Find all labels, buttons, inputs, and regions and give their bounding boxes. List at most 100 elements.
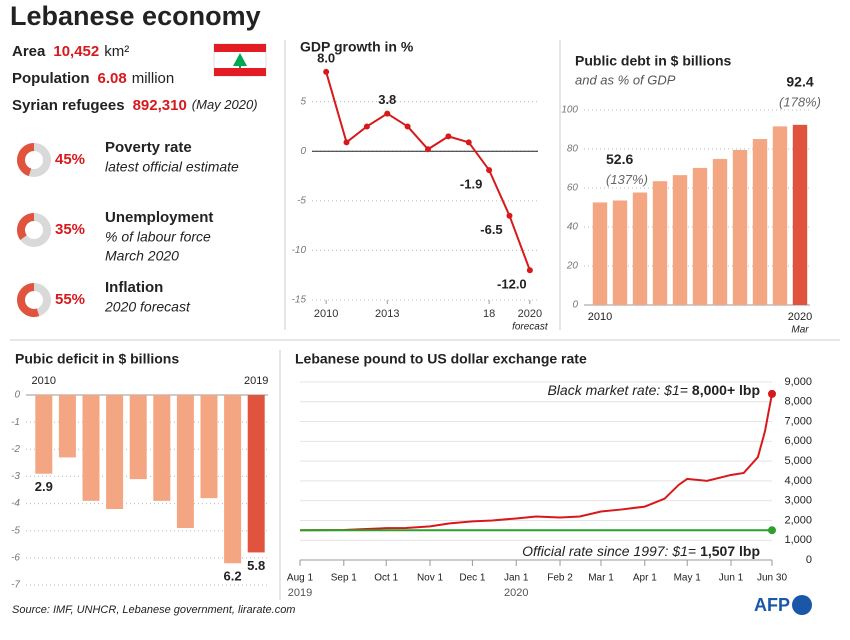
bar <box>632 192 648 305</box>
y-tick-label: 9,000 <box>784 376 812 388</box>
indicator-value: 35% <box>55 221 85 238</box>
fact-label: Area <box>12 43 46 60</box>
annotation-text: Black market rate: $1= <box>547 382 687 398</box>
fact-value: 6.08 <box>98 70 127 87</box>
donut-arc <box>17 283 40 317</box>
y-tick-label: -15 <box>292 295 307 306</box>
value-label: 3.8 <box>378 92 396 107</box>
indicator-value: 55% <box>55 291 85 308</box>
annotation-emphasis: 1,507 lbp <box>700 543 760 559</box>
chart-subtitle: and as % of GDP <box>575 72 676 87</box>
value-label: 6.2 <box>224 569 242 584</box>
point <box>465 139 472 146</box>
y-tick-label: 6,000 <box>784 435 812 447</box>
y-tick-label: 0 <box>300 146 306 157</box>
fact-unit: million <box>132 70 175 87</box>
point <box>363 123 370 130</box>
x-tick-label: Jan 1 <box>504 573 529 584</box>
x-tick-label: 2010 <box>32 375 56 387</box>
bar <box>106 395 124 509</box>
point <box>384 110 391 117</box>
fact-value: 10,452 <box>53 43 99 60</box>
fact-unit: km² <box>104 43 129 60</box>
x-tick-label: Aug 1 <box>287 573 314 584</box>
y-tick-label: -1 <box>11 417 20 428</box>
fact: Syrian refugees 892,310 (May 2020) <box>12 97 258 114</box>
x-tick-label: Oct 1 <box>374 573 398 584</box>
y-tick-label: -5 <box>11 525 20 536</box>
fact-note: (May 2020) <box>192 97 258 112</box>
y-tick-label: 20 <box>566 261 579 272</box>
x-tick-label: Mar 1 <box>588 573 614 584</box>
bar <box>772 126 788 305</box>
y-tick-label: 40 <box>567 222 579 233</box>
chart-title: GDP growth in % <box>300 39 414 55</box>
indicator-note: 2020 forecast <box>104 299 191 315</box>
chart-title: Pubic deficit in $ billions <box>15 351 179 367</box>
y-tick-label: -10 <box>292 245 307 256</box>
category-note: Mar <box>791 325 809 336</box>
indicator-name: Poverty rate <box>105 139 192 156</box>
bar <box>58 395 76 458</box>
x-tick-label: 2013 <box>375 308 399 320</box>
point <box>323 68 330 75</box>
fact: Area 10,452 km² <box>12 43 129 60</box>
flag <box>213 43 267 77</box>
x-tick-label: Nov 1 <box>417 573 444 584</box>
y-tick-label: -4 <box>11 498 20 509</box>
y-tick-label: 5 <box>300 96 306 107</box>
point <box>404 123 411 130</box>
point <box>768 389 776 398</box>
year-label: 2019 <box>288 587 312 599</box>
bar <box>176 395 194 528</box>
indicator-note: % of labour force <box>105 229 211 245</box>
y-tick-label: -6 <box>11 552 20 563</box>
bar <box>612 200 628 305</box>
y-tick-label: 1,000 <box>784 534 812 546</box>
x-tick-label: 18 <box>483 308 495 320</box>
indicator-name: Inflation <box>105 279 163 296</box>
indicator-name: Unemployment <box>105 209 213 226</box>
logo-text: AFP <box>754 595 790 615</box>
y-tick-label: 4,000 <box>784 475 812 487</box>
value-label: 8.0 <box>317 50 335 65</box>
year-label: 2020 <box>504 587 528 599</box>
x-tick-label: 2019 <box>244 375 268 387</box>
point <box>486 167 493 174</box>
y-tick-label: 80 <box>567 144 579 155</box>
annotation-text: Official rate since 1997: $1= <box>522 543 696 559</box>
bar <box>82 395 100 501</box>
annotation: forecast <box>512 322 549 333</box>
fact-value: 892,310 <box>133 97 187 114</box>
bar <box>732 149 748 305</box>
point <box>768 526 776 535</box>
bar <box>652 181 668 305</box>
y-tick-label: 0 <box>806 554 812 566</box>
value-label: 5.8 <box>247 558 265 573</box>
y-tick-label: 100 <box>561 105 578 116</box>
x-tick-label: Feb 2 <box>547 573 573 584</box>
y-tick-label: 2,000 <box>784 514 812 526</box>
bar <box>200 395 218 499</box>
y-tick-label: -3 <box>11 471 20 482</box>
y-tick-label: -7 <box>11 580 20 591</box>
point <box>343 139 350 146</box>
y-tick-label: 7,000 <box>784 415 812 427</box>
y-tick-label: 5,000 <box>784 455 812 467</box>
point <box>445 133 452 140</box>
logo: AFP <box>754 595 812 615</box>
indicator-note: March 2020 <box>105 248 179 264</box>
share-label: (178%) <box>779 94 821 109</box>
value-label: 2.9 <box>35 479 53 494</box>
y-tick-label: -5 <box>297 195 306 206</box>
y-tick-label: 8,000 <box>784 396 812 408</box>
bar <box>129 395 147 480</box>
x-tick-label: Sep 1 <box>331 573 358 584</box>
point <box>506 212 513 219</box>
x-tick-label: 2010 <box>588 311 612 323</box>
x-tick-label: 2010 <box>314 308 338 320</box>
annotation-emphasis: 8,000+ lbp <box>692 382 760 398</box>
source: Source: IMF, UNHCR, Lebanese government,… <box>12 604 295 616</box>
x-tick-label: Apr 1 <box>633 573 657 584</box>
